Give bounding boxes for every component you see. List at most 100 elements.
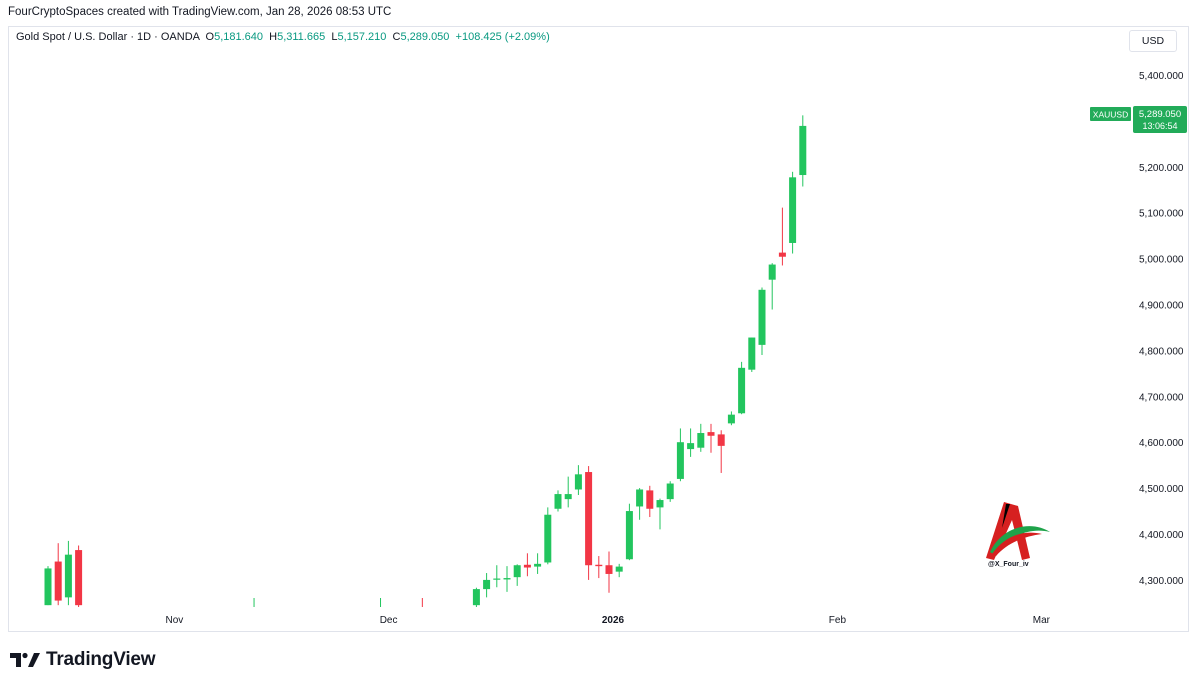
close-label: C — [392, 31, 401, 43]
price-axis-label: 5,000.000 — [1139, 255, 1184, 266]
candle-body — [676, 442, 684, 479]
price-axis-label: 4,600.000 — [1139, 438, 1184, 449]
time-axis-label: Nov — [166, 615, 184, 626]
candle-body — [54, 561, 62, 601]
candle — [727, 411, 735, 426]
candlestick-series — [44, 115, 807, 607]
candle — [656, 498, 664, 530]
candle — [493, 565, 501, 588]
price-axis[interactable]: 5,400.0005,300.0005,200.0005,100.0005,00… — [1139, 71, 1184, 587]
author-handle: @X_Four_iv — [988, 561, 1029, 568]
candle-body — [472, 589, 480, 606]
candle-body — [44, 568, 52, 606]
candle — [523, 553, 531, 577]
candle-body — [503, 578, 511, 580]
candle-body — [615, 566, 623, 572]
candle — [554, 490, 562, 512]
candle — [676, 428, 684, 482]
chart-credit: FourCryptoSpaces created with TradingVie… — [8, 6, 392, 18]
time-axis-label: Mar — [1033, 615, 1051, 626]
candle — [564, 476, 572, 508]
candle — [615, 563, 623, 578]
candle-body — [778, 252, 786, 257]
price-axis-label: 4,900.000 — [1139, 300, 1184, 311]
time-axis[interactable]: Nov Dec 2026 Feb Mar — [166, 615, 1051, 626]
candle — [717, 430, 725, 473]
candle — [768, 263, 776, 310]
tradingview-logo-icon — [10, 652, 40, 667]
candle-body — [513, 565, 521, 578]
low-value: 5,157.210 — [337, 31, 387, 43]
candle-body — [738, 367, 746, 414]
candle-body — [687, 443, 695, 450]
candle — [64, 540, 72, 606]
candle — [595, 556, 603, 579]
candle — [544, 507, 552, 565]
candle — [636, 488, 644, 520]
candle-body — [75, 550, 83, 606]
price-axis-label: 4,700.000 — [1139, 392, 1184, 403]
candle-body — [493, 578, 501, 580]
candle — [748, 337, 756, 372]
candle-body — [717, 434, 725, 446]
candle-body — [758, 289, 766, 345]
last-price-tag: XAUUSD 5,289.050 13:06:54 — [1090, 106, 1187, 133]
candle-body — [544, 514, 552, 563]
candle — [799, 115, 807, 187]
candle-body — [707, 432, 715, 436]
price-axis-label: 5,100.000 — [1139, 209, 1184, 220]
price-tag-bg — [1133, 106, 1187, 133]
candle — [54, 543, 62, 606]
candle — [513, 564, 521, 586]
candle — [697, 423, 705, 452]
author-logo-icon — [986, 502, 1050, 560]
candle-body — [574, 474, 582, 490]
candle-body — [666, 483, 674, 500]
symbol-legend: Gold Spot / U.S. Dollar · 1D · OANDA O 5,… — [16, 31, 550, 43]
time-axis-label: Feb — [829, 615, 847, 626]
close-value: 5,289.050 — [400, 31, 450, 43]
candle — [574, 465, 582, 495]
candle-body — [64, 554, 72, 598]
candle — [646, 485, 654, 518]
candle-body — [605, 565, 613, 574]
candle — [44, 566, 52, 606]
candle — [605, 551, 613, 593]
candle-body — [748, 337, 756, 370]
low-label: L — [331, 31, 338, 43]
ticker-tag-bg — [1090, 107, 1131, 121]
candle — [503, 566, 511, 592]
tradingview-wordmark: TradingView — [46, 649, 156, 670]
candle-body — [697, 433, 705, 448]
price-axis-label: 5,400.000 — [1139, 71, 1184, 82]
candle-body — [595, 564, 603, 567]
high-label: H — [269, 31, 278, 43]
candle-body — [768, 264, 776, 280]
candle — [778, 207, 786, 266]
candle-body — [799, 125, 807, 176]
open-label: O — [205, 31, 215, 43]
candle-body — [656, 500, 664, 508]
currency-selector[interactable]: USD — [1129, 30, 1177, 52]
candle-body — [727, 414, 735, 424]
candle-body — [523, 564, 531, 568]
candle-body — [625, 511, 633, 560]
candle-body — [483, 579, 491, 590]
price-tag-value: 5,289.050 — [1139, 109, 1181, 120]
candle — [483, 573, 491, 598]
high-value: 5,311.665 — [277, 31, 326, 43]
candle-body — [534, 563, 542, 567]
candle — [585, 466, 593, 580]
footer-brand: TradingView — [10, 649, 156, 671]
candle — [789, 171, 797, 254]
price-axis-label: 4,400.000 — [1139, 530, 1184, 541]
candle — [666, 481, 674, 502]
price-axis-label: 5,200.000 — [1139, 163, 1184, 174]
candle-body — [585, 472, 593, 566]
price-axis-label: 4,800.000 — [1139, 346, 1184, 357]
candle-body — [789, 177, 797, 243]
candle — [687, 428, 695, 457]
price-change: +108.425 (+2.09%) — [455, 31, 550, 43]
symbol-title: Gold Spot / U.S. Dollar · 1D · OANDA — [16, 31, 200, 43]
